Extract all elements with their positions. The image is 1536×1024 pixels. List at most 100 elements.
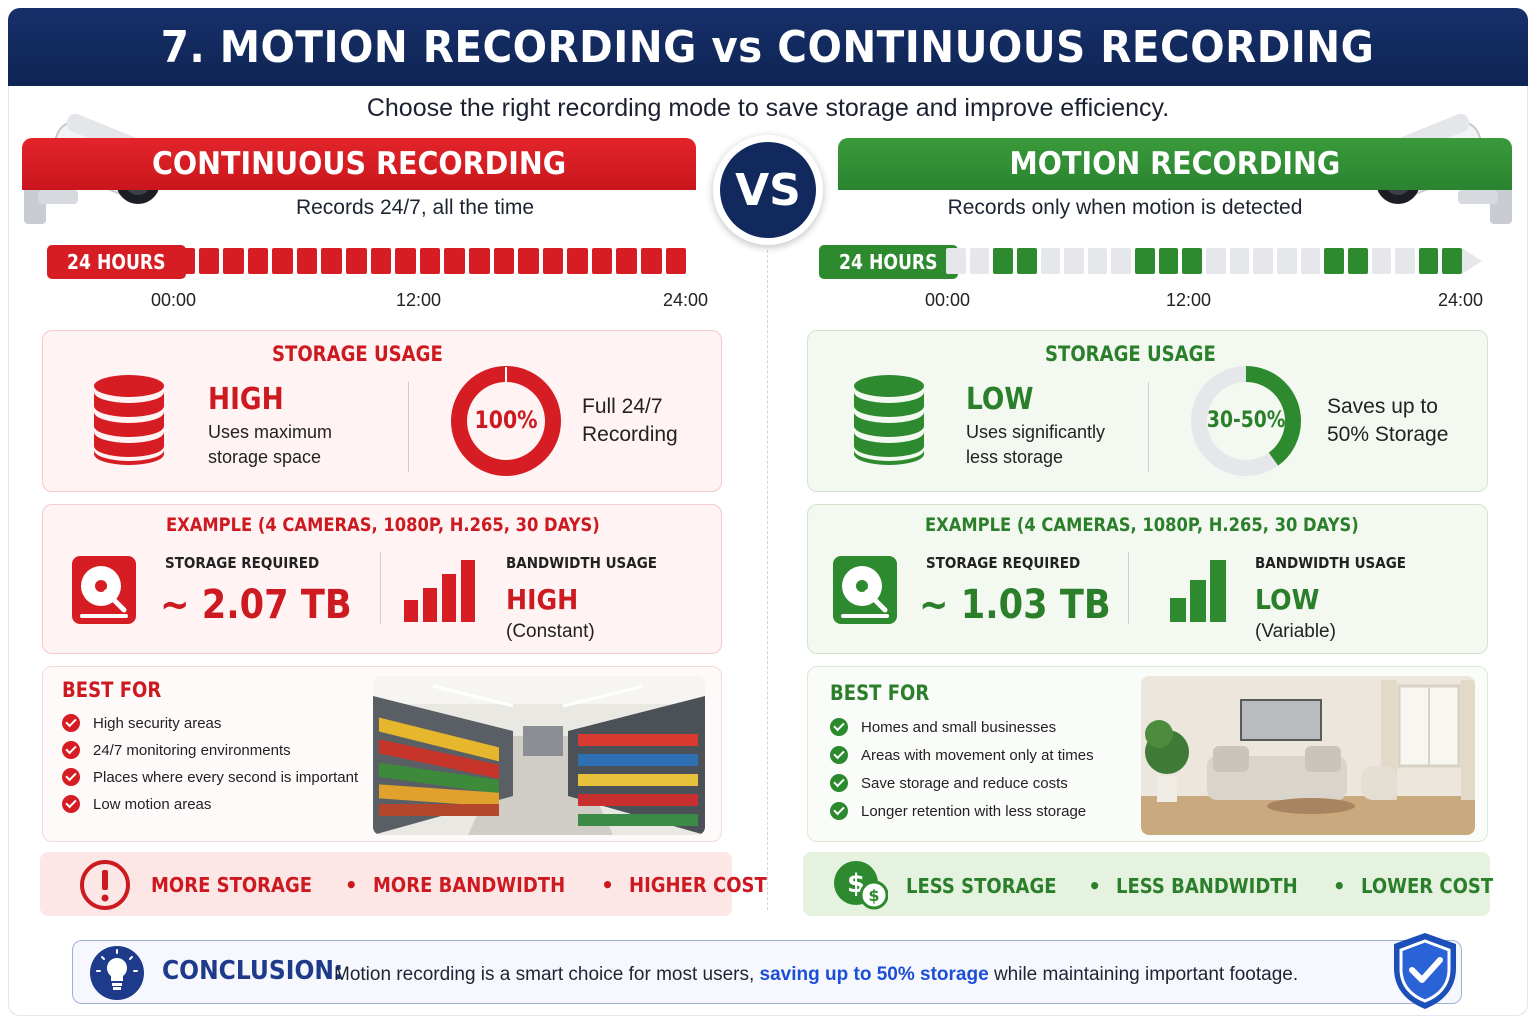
continuous-summary-bar [40,852,732,916]
timeline-tick: 24:00 [663,290,709,310]
timeline-segment-recording [591,248,613,274]
storage-usage-title: STORAGE USAGE [272,342,443,366]
conclusion-label: CONCLUSION: [162,956,344,986]
timeline-tick: 12:00 [396,290,442,310]
timeline-segment-recording [174,248,195,274]
motion-summary-bar [803,852,1490,916]
timeline-segment-recording [1442,248,1463,274]
continuous-tagline: Records 24/7, all the time [295,196,535,219]
storage-level: LOW [966,382,1034,417]
conclusion-text: Motion recording is a smart choice for m… [334,964,1299,985]
example-title: EXAMPLE (4 CAMERAS, 1080P, H.265, 30 DAY… [166,514,600,536]
timeline-segment-recording [1158,248,1179,274]
continuous-header: CONTINUOUS RECORDING [22,138,696,190]
timeline-segment-recording [272,248,293,274]
signal-bars-icon [1170,560,1226,622]
storage-usage-title: STORAGE USAGE [1045,342,1216,366]
storage-required-label: STORAGE REQUIRED [165,554,320,572]
conclusion-bar [72,940,1462,1004]
timeline-segment-recording [247,248,269,274]
motion-tagline: Records only when motion is detected [947,196,1303,219]
title-bar: 7. MOTION RECORDING vs CONTINUOUS RECORD… [8,8,1528,86]
timeline-arrow-icon [1462,248,1482,274]
timeline-tick: 12:00 [1166,290,1212,310]
bandwidth-level: HIGH [506,583,579,616]
ring-value-label: 100% [474,406,538,434]
motion-hours-pill: 24 HOURS [819,245,958,279]
database-icon [854,375,924,465]
motion-example-card [807,504,1488,654]
best-for-list: Homes and small businesses Areas with mo… [830,718,1094,830]
timeline-segment-recording [419,248,441,274]
timeline-segment-recording [640,248,662,274]
check-icon [62,714,80,732]
timeline-segment-recording [1016,248,1037,274]
store-aisle-photo [373,676,705,835]
timeline-segment-recording [370,248,392,274]
lightbulb-icon [90,946,144,1000]
motion-summary-text: LESS STORAGE • LESS BANDWIDTH • LOWER CO… [906,874,1493,898]
continuous-timeline [174,248,687,274]
timeline-segment-recording [1324,248,1344,274]
signal-bars-icon [404,560,475,622]
separator [1148,382,1149,472]
timeline-segment-idle [1395,248,1415,274]
timeline-segment-idle [1064,248,1084,274]
bandwidth-note: (Constant) [506,621,595,642]
timeline-segment-idle [1206,248,1226,274]
timeline-segment-idle [1371,248,1392,274]
timeline-segment-recording [993,248,1013,274]
hard-drive-icon [72,556,136,624]
check-icon [830,718,848,736]
timeline-segment-recording [567,248,588,274]
timeline-segment-idle [1229,248,1250,274]
infographic-frame [8,86,1528,1016]
timeline-segment-recording [665,248,687,274]
timeline-segment-recording [1347,248,1368,274]
best-for-list: High security areas 24/7 monitoring envi… [62,714,358,822]
timeline-segment-recording [493,248,515,274]
bandwidth-usage-label: BANDWIDTH USAGE [1255,554,1407,572]
timeline-segment-recording [1418,248,1439,274]
timeline-segment-idle [969,248,990,274]
motion-timeline [946,248,1463,274]
shield-check-icon [1394,933,1456,1009]
list-item: High security areas [62,714,358,732]
timeline-segment-recording [296,248,318,274]
timeline-segment-recording [346,248,367,274]
motion-storage-card [807,330,1488,492]
continuous-hours-pill: 24 HOURS [47,245,186,279]
timeline-segment-idle [1111,248,1132,274]
money-savings-icon: $ $ [834,861,888,910]
motion-header: MOTION RECORDING [838,138,1512,190]
list-item: Low motion areas [62,795,358,813]
timeline-segment-idle [946,248,966,274]
page-title: 7. MOTION RECORDING vs CONTINUOUS RECORD… [161,21,1375,73]
storage-ring-fill [1191,366,1301,476]
check-icon [830,746,848,764]
list-item: Areas with movement only at times [830,746,1094,764]
continuous-summary-text: MORE STORAGE • MORE BANDWIDTH • HIGHER C… [151,873,767,897]
timeline-segment-recording [518,248,539,274]
timeline-segment-recording [395,248,416,274]
timeline-segment-idle [1040,248,1061,274]
list-item: 24/7 monitoring environments [62,741,358,759]
timeline-tick: 00:00 [925,290,971,310]
timeline-segment-recording [1182,248,1203,274]
timeline-segment-recording [223,248,244,274]
list-item: Save storage and reduce costs [830,774,1094,792]
storage-description: Uses maximum storage space [208,422,333,467]
list-item: Homes and small businesses [830,718,1094,736]
timeline-segment-recording [542,248,564,274]
list-item: Places where every second is important [62,768,358,786]
page-subtitle: Choose the right recording mode to save … [366,94,1170,122]
storage-required-label: STORAGE REQUIRED [926,554,1081,572]
best-for-title: BEST FOR [62,678,162,702]
separator [380,552,381,624]
timeline-segment-idle [1300,248,1321,274]
list-item: Longer retention with less storage [830,802,1094,820]
ring-description: Full 24/7 Recording [582,395,678,446]
storage-ring-chart [1191,366,1301,476]
vs-badge: VS [713,135,823,245]
check-icon [830,802,848,820]
